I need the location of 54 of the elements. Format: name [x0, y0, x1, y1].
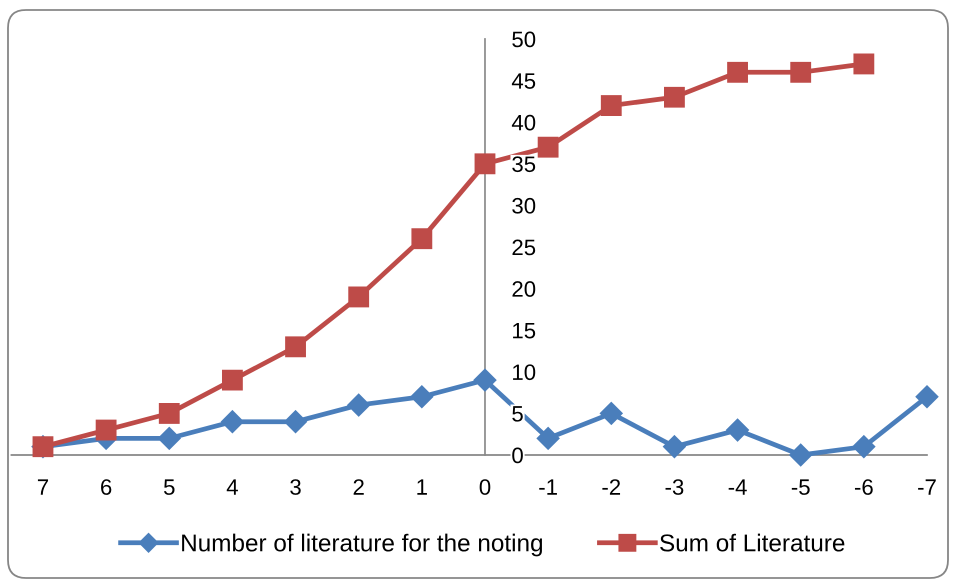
point — [538, 136, 559, 158]
legend-label: Sum of Literature — [660, 534, 844, 552]
x-tick-label: 0 — [480, 479, 490, 495]
y-tick-label: 25 — [512, 240, 536, 256]
x-tick-label: 3 — [290, 479, 301, 495]
point — [347, 394, 370, 417]
point — [158, 402, 180, 424]
point — [789, 444, 812, 466]
y-tick-label: 45 — [512, 73, 536, 89]
point — [220, 410, 244, 434]
x-tick-label: -2 — [602, 479, 620, 495]
legend-label: Number of literature for the noting — [182, 534, 542, 556]
x-tick-label: 5 — [164, 479, 175, 495]
y-tick-label: 50 — [512, 32, 536, 48]
x-tick-label: 6 — [101, 479, 112, 495]
point — [222, 370, 243, 391]
point — [600, 95, 622, 116]
x-tick-label: -1 — [539, 479, 557, 495]
x-tick-label: 1 — [417, 479, 427, 495]
point — [473, 368, 496, 392]
point — [662, 435, 686, 458]
point — [600, 402, 623, 425]
x-tick-label: -7 — [918, 479, 936, 495]
y-tick-label: 30 — [512, 198, 536, 214]
point — [348, 286, 370, 308]
y-tick-label: 35 — [512, 156, 536, 172]
x-tick-label: -6 — [854, 479, 873, 495]
point — [536, 426, 560, 450]
point — [664, 86, 685, 108]
x-tick-label: 2 — [354, 479, 364, 495]
point — [158, 426, 181, 450]
x-tick-label: 4 — [226, 479, 238, 495]
point — [474, 153, 496, 174]
point — [96, 420, 117, 440]
x-tick-label: -4 — [728, 479, 747, 495]
y-tick-label: 0 — [512, 448, 523, 464]
point — [916, 385, 938, 408]
x-tick-label: 7 — [38, 479, 48, 495]
point — [410, 385, 434, 408]
point — [852, 435, 876, 458]
point — [726, 418, 750, 442]
point — [285, 336, 306, 358]
point — [411, 228, 432, 250]
x-tick-label: -5 — [792, 479, 810, 495]
y-tick-label: 15 — [513, 322, 536, 338]
y-tick-label: 5 — [512, 406, 523, 422]
point — [727, 62, 748, 83]
y-tick-label: 40 — [512, 114, 536, 130]
y-tick-label: 10 — [513, 364, 536, 380]
point — [284, 410, 308, 434]
point — [853, 54, 874, 74]
point — [790, 62, 812, 83]
x-tick-label: -3 — [666, 479, 684, 495]
y-tick-label: 20 — [512, 281, 536, 297]
